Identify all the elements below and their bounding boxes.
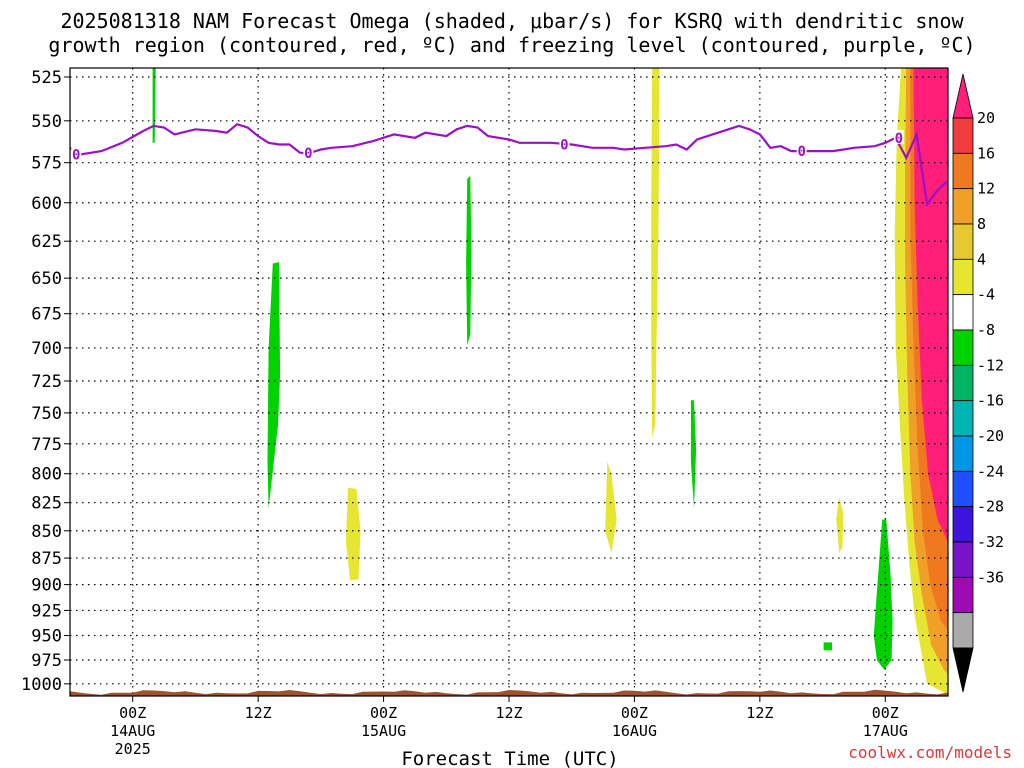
omega-region-7	[605, 461, 617, 553]
x-tick-label-66: 12Z	[746, 704, 773, 722]
colorbar-label-11: -28	[977, 498, 1004, 516]
colorbar-label-9: -20	[977, 427, 1004, 445]
freezing-level-label-3: 0	[797, 144, 805, 160]
colorbar-label-6: -8	[977, 321, 995, 339]
x-axis-label: Forecast Time (UTC)	[401, 748, 618, 768]
colorbar-bottom-triangle	[952, 647, 974, 693]
y-tick-label-900: 900	[31, 576, 62, 596]
colorbar-label-10: -24	[977, 462, 1004, 480]
y-tick-label-725: 725	[31, 372, 62, 392]
colorbar-segment-14	[952, 576, 974, 614]
terrain-polygon	[70, 689, 948, 696]
colorbar-label-5: -4	[977, 286, 995, 304]
x-tick-date-78: 17AUG	[863, 722, 908, 740]
freezing-label-bg-2	[559, 136, 570, 151]
colorbar-segment-7	[952, 329, 974, 366]
freezing-label-bg-1	[303, 144, 314, 159]
y-tick-label-600: 600	[31, 194, 62, 214]
colorbar-label-13: -36	[977, 568, 1004, 586]
freezing-level-line	[69, 122, 949, 208]
colorbar: 20 16 12 8 4 -4 -8 -12 -16 -20 -24 -28 -32 -36	[952, 73, 1004, 693]
y-tick-label-950: 950	[31, 627, 62, 647]
y-tick-label-550: 550	[31, 112, 62, 132]
y-tick-label-850: 850	[31, 522, 62, 542]
colorbar-label-0: 20	[977, 109, 995, 127]
omega-region-9	[836, 496, 844, 553]
freezing-level-label-2: 0	[560, 137, 568, 153]
freezing-level-label-0: 0	[72, 147, 80, 163]
x-tick-label-42: 12Z	[495, 704, 522, 722]
y-tick-label-700: 700	[31, 339, 62, 359]
y-tick-label-775: 775	[31, 435, 62, 455]
y-tick-label-750: 750	[31, 404, 62, 424]
freezing-label-bg-3	[796, 143, 807, 158]
omega-region-2	[466, 175, 472, 346]
credit-text: coolwx.com/models	[848, 743, 1012, 762]
colorbar-segment-2	[952, 152, 974, 190]
freezing-label-bg-4	[893, 129, 904, 144]
omega-region-0	[152, 68, 156, 143]
colorbar-segment-9	[952, 400, 974, 437]
x-tick-date-6: 14AUG	[110, 722, 155, 740]
y-tick-label-525: 525	[31, 68, 62, 88]
y-tick-label-975: 975	[31, 651, 62, 671]
terrain-fill	[70, 689, 948, 696]
colorbar-segment-4	[952, 223, 974, 260]
colorbar-segment-5	[952, 258, 974, 296]
omega-region-3	[690, 400, 697, 509]
x-tick-label-6: 00Z	[119, 704, 146, 722]
colorbar-segment-3	[952, 188, 974, 225]
omega-region-4	[823, 642, 832, 651]
colorbar-label-7: -12	[977, 356, 1004, 374]
grid-lines	[70, 68, 948, 696]
x-tick-label-18: 12Z	[245, 704, 272, 722]
omega-region-5	[873, 519, 893, 670]
colorbar-label-4: 4	[977, 250, 986, 268]
y-tick-label-675: 675	[31, 305, 62, 325]
omega-region-8	[651, 68, 660, 438]
colorbar-segment-1	[952, 117, 974, 154]
colorbar-label-3: 8	[977, 215, 986, 233]
y-tick-label-925: 925	[31, 601, 62, 621]
freezing-level-contour: 0 0 0 0 0	[69, 122, 949, 208]
chart-subtitle: growth region (contoured, red, ºC) and f…	[48, 33, 975, 57]
freezing-level-label-1: 0	[304, 146, 312, 162]
x-tick-year-6: 2025	[115, 740, 151, 758]
y-tick-label-650: 650	[31, 269, 62, 289]
colorbar-label-12: -32	[977, 533, 1004, 551]
colorbar-segment-15	[952, 612, 974, 649]
freezing-level-label-4: 0	[895, 131, 903, 147]
colorbar-segment-6	[952, 294, 974, 331]
omega-shaded-regions	[152, 68, 948, 696]
freezing-label-bg-0	[71, 146, 82, 161]
colorbar-segment-12	[952, 506, 974, 543]
colorbar-label-8: -16	[977, 392, 1004, 410]
y-tick-label-800: 800	[31, 465, 62, 485]
omega-region-13	[913, 68, 948, 542]
x-tick-label-30: 00Z	[370, 704, 397, 722]
y-tick-label-625: 625	[31, 232, 62, 252]
y-tick-label-875: 875	[31, 549, 62, 569]
x-tick-label-78: 00Z	[872, 704, 899, 722]
y-axis-ticks: 525 550 575 600 625 650 675 700 725 750 775 800 825 8…	[21, 68, 70, 695]
y-tick-label-575: 575	[31, 154, 62, 174]
colorbar-segment-8	[952, 364, 974, 402]
colorbar-segment-13	[952, 541, 974, 578]
x-tick-date-54: 16AUG	[612, 722, 657, 740]
omega-region-1	[267, 262, 281, 509]
y-tick-label-825: 825	[31, 494, 62, 514]
omega-region-6	[345, 487, 361, 581]
colorbar-segment-10	[952, 435, 974, 472]
y-tick-label-1000: 1000	[21, 675, 62, 695]
colorbar-segment-11	[952, 470, 974, 508]
colorbar-top-triangle	[952, 73, 974, 119]
chart-title: 2025081318 NAM Forecast Omega (shaded, μ…	[60, 9, 964, 33]
colorbar-label-2: 12	[977, 180, 995, 198]
x-tick-label-54: 00Z	[621, 704, 648, 722]
x-tick-date-30: 15AUG	[361, 722, 406, 740]
colorbar-label-1: 16	[977, 144, 995, 162]
